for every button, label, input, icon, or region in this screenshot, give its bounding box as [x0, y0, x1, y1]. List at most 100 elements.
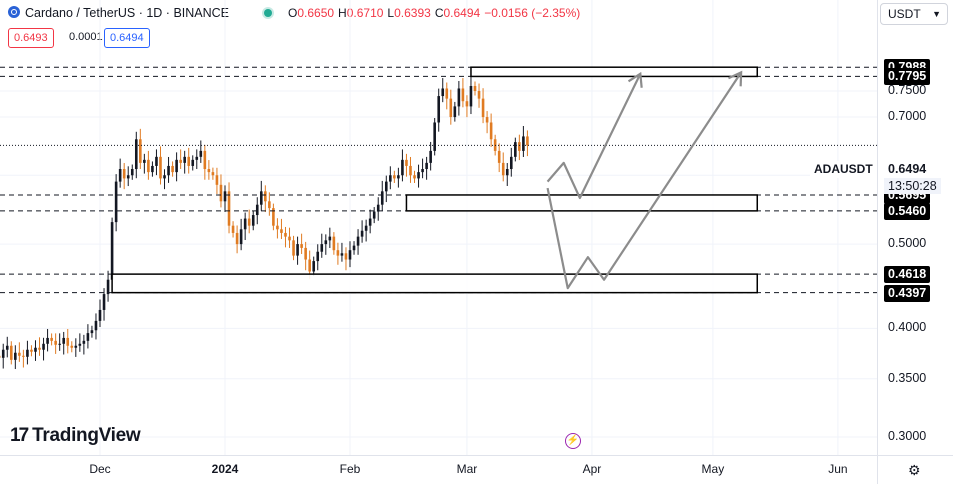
candle-body [74, 345, 78, 348]
candle-body [481, 98, 485, 118]
candle-body [522, 136, 525, 151]
candle-body [489, 122, 493, 140]
candle [147, 150, 150, 180]
candle-body [352, 245, 356, 251]
time-tick: Feb [339, 462, 361, 476]
candle-body [376, 204, 380, 212]
candle-body [449, 98, 453, 118]
candle-body [501, 162, 505, 176]
candle [380, 180, 384, 211]
ohlc-value-c: 0.6494 [443, 6, 481, 20]
candle [134, 131, 138, 179]
candle [223, 185, 227, 213]
candle [268, 192, 271, 216]
candle [171, 161, 174, 177]
candle-body [155, 156, 158, 166]
candle [505, 163, 509, 186]
candle [207, 160, 211, 180]
candle [425, 156, 428, 180]
candle-body [18, 352, 21, 356]
candle-body [272, 208, 275, 226]
settings-icon[interactable]: ⚙ [908, 462, 921, 478]
candle-body [276, 225, 279, 230]
candle [118, 158, 122, 188]
candle-body [393, 175, 396, 179]
candle-body [191, 159, 195, 166]
candle-body [235, 232, 239, 245]
candle-body [526, 136, 529, 146]
time-tick: Dec [89, 462, 111, 476]
candle [211, 167, 215, 180]
candle-body [288, 236, 291, 241]
candle-body [332, 236, 336, 251]
bid-button[interactable]: 0.6493 [8, 28, 54, 48]
candle [70, 341, 74, 353]
candle [489, 113, 493, 147]
candle-body [171, 165, 174, 173]
ask-button[interactable]: 0.6494 [104, 28, 150, 48]
time-axis-divider [0, 455, 953, 456]
candle-body [461, 88, 465, 102]
candle-body [179, 159, 182, 163]
candle [231, 221, 235, 238]
candle [203, 144, 207, 180]
candle-body [34, 347, 37, 352]
candle-body [284, 232, 287, 237]
flash-icon[interactable]: ⚡ [565, 433, 581, 449]
candle-body [433, 122, 436, 151]
candle [163, 169, 166, 190]
candle [86, 324, 90, 349]
candle-body [445, 88, 449, 99]
candle [526, 130, 529, 157]
candle-body [344, 253, 348, 260]
candle-body [62, 337, 66, 344]
candle [66, 328, 70, 354]
candle-body [22, 355, 25, 357]
spread-value: 0.0001 [64, 28, 108, 46]
candle-body [255, 204, 259, 216]
candle-body [505, 169, 509, 176]
candle-body [50, 337, 53, 341]
candle [485, 111, 489, 134]
candle-body [70, 345, 74, 348]
candle-body [368, 218, 372, 226]
zone-box [111, 273, 759, 294]
candle [348, 241, 352, 268]
candle [360, 220, 364, 243]
candle [239, 218, 243, 251]
market-open-icon [264, 9, 272, 17]
level-price-label: 0.4618 [884, 266, 931, 284]
candle-body [304, 247, 307, 260]
candle-body [195, 156, 199, 160]
candle [38, 337, 41, 356]
candle-body [348, 250, 352, 260]
candle [195, 149, 199, 170]
projection-arrowhead [727, 70, 743, 87]
candle [417, 164, 420, 188]
candle-body [215, 175, 219, 185]
candle-body [312, 261, 316, 272]
currency-select[interactable]: USDT ▼ [880, 3, 948, 25]
candle [114, 174, 118, 232]
candle [509, 147, 513, 177]
candle-body [139, 139, 142, 163]
candle-body [54, 340, 57, 345]
candle [227, 182, 231, 234]
candle [421, 158, 424, 179]
price-tick: 0.7000 [888, 109, 927, 124]
candle [54, 333, 57, 354]
candle-body [5, 345, 9, 350]
candle-body [259, 191, 263, 205]
time-tick: Apr [582, 462, 602, 476]
candle-body [42, 343, 45, 350]
candle-body [78, 343, 82, 346]
ohlc-value-o: 0.6650 [297, 6, 335, 20]
candle-body [308, 259, 311, 272]
candle-body [477, 91, 481, 99]
candle-body [82, 340, 86, 344]
candle [441, 78, 445, 103]
tradingview-logo[interactable]: 17 TradingView [10, 425, 141, 447]
symbol-title[interactable]: Cardano / TetherUS · 1D · BINANCE [25, 6, 230, 20]
candle [191, 155, 195, 171]
